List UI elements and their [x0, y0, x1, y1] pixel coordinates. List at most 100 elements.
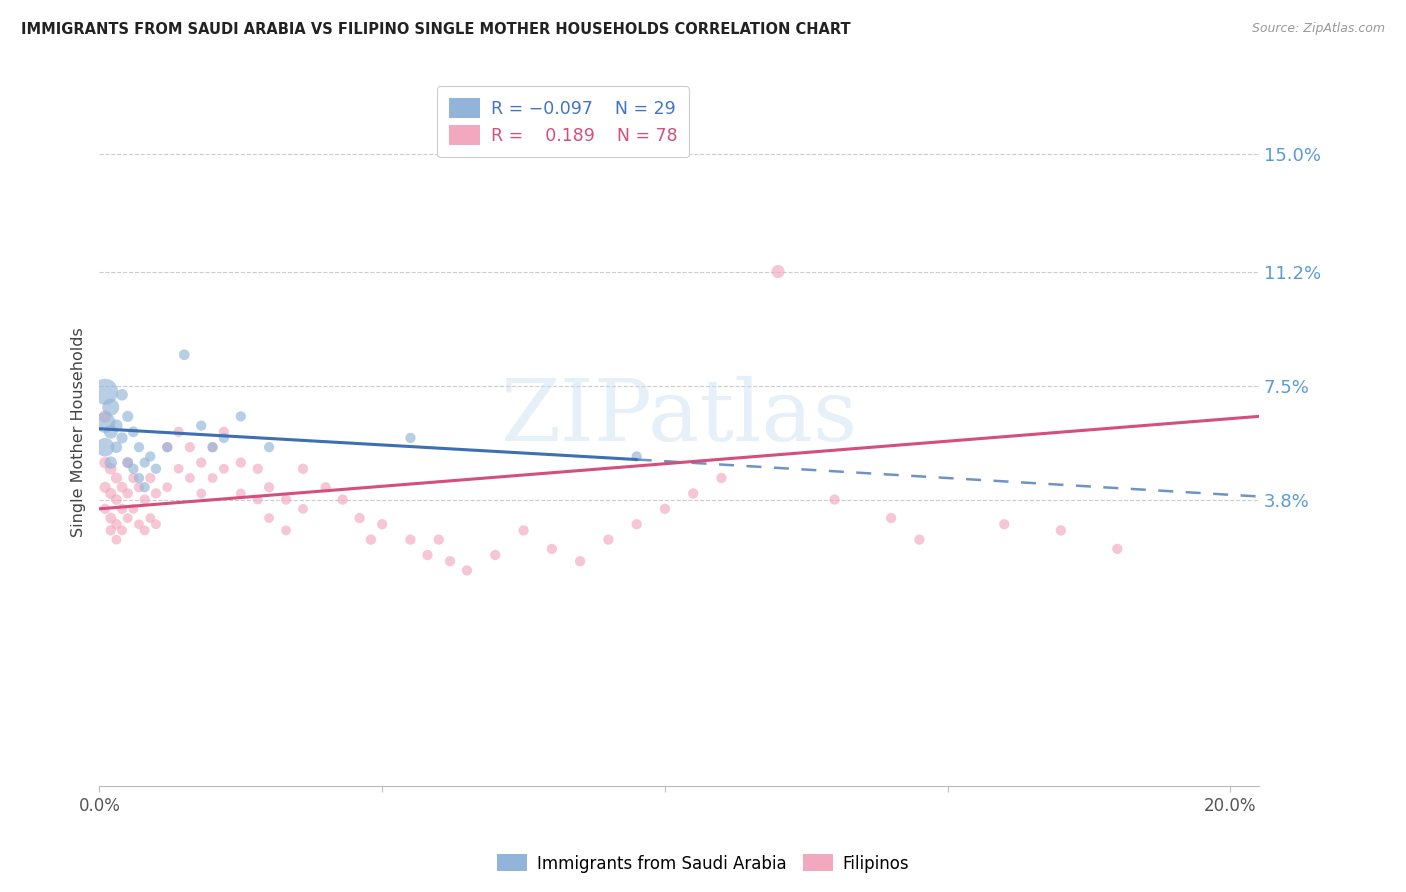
Point [229, 456, 252, 470]
Point [117, 456, 139, 470]
Point [766, 264, 789, 278]
Legend: R = −0.097    N = 29, R =    0.189    N = 78: R = −0.097 N = 29, R = 0.189 N = 78 [437, 87, 689, 158]
Point [540, 541, 562, 556]
Point [111, 480, 134, 494]
Point [134, 456, 156, 470]
Point [654, 501, 676, 516]
Point [105, 517, 128, 532]
Point [484, 548, 506, 562]
Point [173, 348, 195, 362]
Point [1049, 524, 1071, 538]
Point [190, 486, 212, 500]
Point [212, 425, 235, 439]
Point [128, 517, 150, 532]
Point [710, 471, 733, 485]
Point [682, 486, 704, 500]
Point [94, 456, 117, 470]
Point [134, 480, 156, 494]
Point [274, 492, 297, 507]
Point [880, 511, 903, 525]
Point [246, 462, 269, 476]
Point [145, 517, 167, 532]
Text: IMMIGRANTS FROM SAUDI ARABIA VS FILIPINO SINGLE MOTHER HOUSEHOLDS CORRELATION CH: IMMIGRANTS FROM SAUDI ARABIA VS FILIPINO… [21, 22, 851, 37]
Point [190, 456, 212, 470]
Point [100, 486, 122, 500]
Point [111, 501, 134, 516]
Point [94, 480, 117, 494]
Point [156, 480, 179, 494]
Point [179, 471, 201, 485]
Point [139, 471, 162, 485]
Point [257, 440, 280, 454]
Point [257, 511, 280, 525]
Point [626, 517, 648, 532]
Point [439, 554, 461, 568]
Point [292, 462, 315, 476]
Point [145, 462, 167, 476]
Point [94, 501, 117, 516]
Y-axis label: Single Mother Households: Single Mother Households [72, 326, 86, 537]
Point [111, 524, 134, 538]
Point [229, 486, 252, 500]
Point [598, 533, 620, 547]
Point [100, 511, 122, 525]
Point [167, 425, 190, 439]
Point [315, 480, 337, 494]
Point [427, 533, 450, 547]
Point [167, 462, 190, 476]
Point [201, 471, 224, 485]
Point [139, 511, 162, 525]
Point [257, 480, 280, 494]
Point [399, 431, 422, 445]
Point [908, 533, 931, 547]
Point [212, 462, 235, 476]
Point [139, 450, 162, 464]
Point [117, 511, 139, 525]
Point [416, 548, 439, 562]
Point [111, 431, 134, 445]
Point [156, 440, 179, 454]
Point [201, 440, 224, 454]
Point [117, 409, 139, 424]
Point [128, 480, 150, 494]
Point [94, 409, 117, 424]
Point [105, 471, 128, 485]
Point [1107, 541, 1129, 556]
Point [94, 440, 117, 454]
Point [122, 471, 145, 485]
Point [128, 440, 150, 454]
Point [371, 517, 394, 532]
Point [274, 524, 297, 538]
Point [349, 511, 371, 525]
Point [201, 440, 224, 454]
Point [156, 440, 179, 454]
Point [456, 564, 478, 578]
Point [100, 524, 122, 538]
Point [100, 462, 122, 476]
Point [229, 409, 252, 424]
Point [993, 517, 1015, 532]
Point [100, 400, 122, 414]
Point [332, 492, 354, 507]
Point [122, 462, 145, 476]
Point [100, 425, 122, 439]
Point [190, 418, 212, 433]
Point [100, 456, 122, 470]
Point [399, 533, 422, 547]
Point [94, 416, 117, 430]
Point [824, 492, 846, 507]
Point [105, 418, 128, 433]
Point [117, 486, 139, 500]
Point [105, 440, 128, 454]
Point [122, 501, 145, 516]
Point [94, 384, 117, 399]
Point [360, 533, 382, 547]
Point [111, 388, 134, 402]
Point [626, 450, 648, 464]
Point [134, 524, 156, 538]
Point [292, 501, 315, 516]
Point [134, 492, 156, 507]
Point [122, 425, 145, 439]
Point [128, 471, 150, 485]
Point [105, 533, 128, 547]
